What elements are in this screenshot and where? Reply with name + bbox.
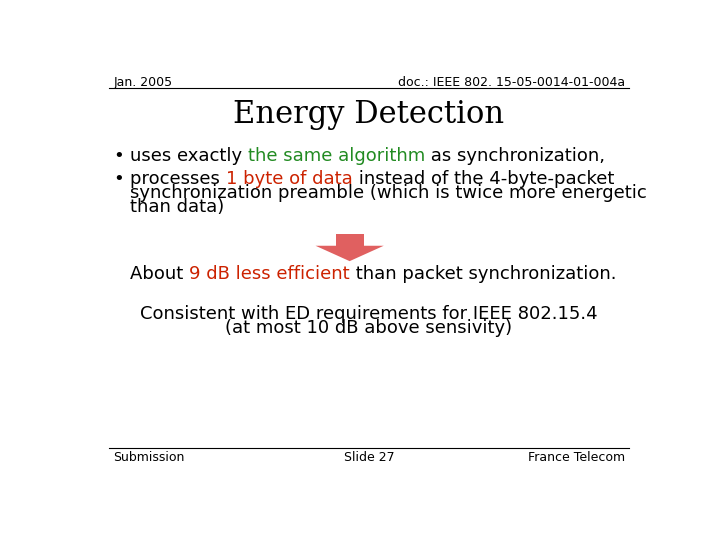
Polygon shape [315, 246, 384, 261]
Text: than data): than data) [130, 198, 225, 216]
Text: uses exactly: uses exactly [130, 147, 248, 165]
Polygon shape [336, 234, 364, 246]
Text: 1 byte of data: 1 byte of data [226, 170, 353, 188]
Text: synchronization preamble (which is twice more energetic: synchronization preamble (which is twice… [130, 184, 647, 202]
Text: doc.: IEEE 802. 15-05-0014-01-004a: doc.: IEEE 802. 15-05-0014-01-004a [397, 76, 625, 89]
Text: Submission: Submission [113, 451, 184, 464]
Text: instead of the 4-byte-packet: instead of the 4-byte-packet [353, 170, 614, 188]
Text: processes: processes [130, 170, 226, 188]
Text: Consistent with ED requirements for IEEE 802.15.4: Consistent with ED requirements for IEEE… [140, 305, 598, 323]
Text: as synchronization,: as synchronization, [426, 147, 606, 165]
Text: Jan. 2005: Jan. 2005 [113, 76, 172, 89]
Text: Slide 27: Slide 27 [343, 451, 395, 464]
Text: France Telecom: France Telecom [528, 451, 625, 464]
Text: About: About [130, 265, 189, 283]
Text: the same algorithm: the same algorithm [248, 147, 426, 165]
Text: Energy Detection: Energy Detection [233, 99, 505, 131]
Text: (at most 10 dB above sensivity): (at most 10 dB above sensivity) [225, 319, 513, 337]
Text: 9 dB less efficient: 9 dB less efficient [189, 265, 350, 283]
Text: •: • [113, 147, 124, 165]
Text: •: • [113, 170, 124, 188]
Text: than packet synchronization.: than packet synchronization. [350, 265, 616, 283]
